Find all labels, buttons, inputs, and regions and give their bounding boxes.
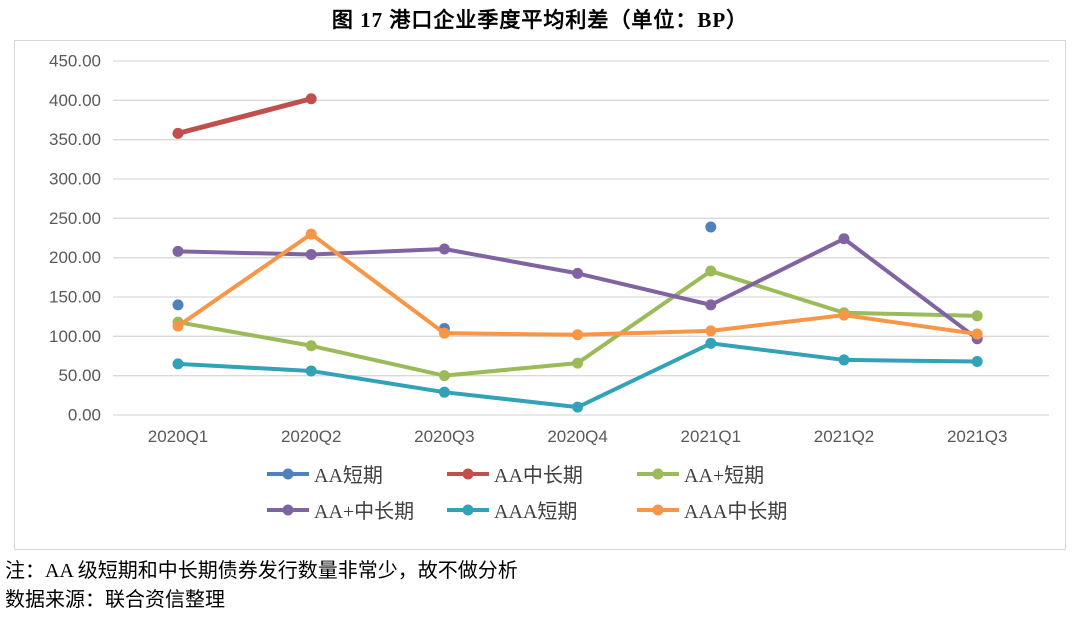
series-line-aa-plus-short — [309, 343, 447, 378]
chart-notes: 注：AA 级短期和中长期债券发行数量非常少，故不做分析 数据来源：联合资信整理 — [5, 557, 1080, 615]
chart-container: 0.00 50.00 100.00 150.00 200.00 250.00 300.00 3… — [14, 40, 1066, 550]
note-text: 注：AA 级短期和中长期债券发行数量非常少，故不做分析 — [5, 560, 518, 582]
series-point-aaa-short — [172, 358, 184, 370]
y-axis-label: 0.00 — [68, 406, 101, 425]
series-point-aaa-short — [572, 401, 584, 413]
y-axis-label: 150.00 — [49, 288, 101, 307]
series-line-aaa-short — [708, 341, 846, 362]
x-axis-label: 2020Q3 — [414, 427, 475, 446]
y-axis-label: 350.00 — [49, 130, 101, 149]
series-point-aaa-short — [438, 386, 450, 398]
legend-marker-aa-plus-mid-long — [267, 504, 309, 515]
series-line-aa-plus-mid-long — [176, 249, 314, 257]
legend-marker-aa-plus-short — [637, 468, 679, 479]
series-point-aa-plus-short — [438, 370, 450, 382]
series-line-aa-plus-mid-long — [842, 236, 980, 341]
series-point-aaa-short — [971, 356, 983, 368]
y-axis-label: 450.00 — [49, 52, 101, 71]
series-point-aa-short — [705, 221, 717, 233]
legend-label-aaa-mid-long: AAA中长期 — [684, 501, 788, 523]
series-point-aa-plus-short — [971, 310, 983, 322]
x-axis-label: 2020Q4 — [547, 427, 608, 446]
legend-item-aaa-mid-long: AAA中长期 — [637, 495, 877, 524]
legend-label-aa-short: AA短期 — [314, 465, 383, 487]
x-axis-label: 2021Q1 — [681, 427, 742, 446]
series-point-aa-mid-long — [172, 127, 184, 139]
series-point-aaa-mid-long — [438, 327, 450, 339]
legend-marker-aaa-mid-long — [637, 504, 679, 515]
legend-label-aaa-short: AAA短期 — [494, 501, 578, 523]
series-line-aa-plus-short — [176, 320, 314, 348]
series-point-aaa-short — [305, 365, 317, 377]
series-line-aa-plus-short — [842, 310, 980, 318]
legend-item-aaa-short: AAA短期 — [447, 495, 637, 524]
y-axis-label: 100.00 — [49, 327, 101, 346]
series-line-aaa-short — [442, 390, 580, 410]
series-point-aa-short — [172, 299, 184, 311]
line-chart-plot: 0.00 50.00 100.00 150.00 200.00 250.00 300.00 3… — [49, 52, 1049, 446]
series-point-aa-plus-mid-long — [172, 245, 184, 257]
series-line-aaa-short — [309, 368, 447, 395]
legend-item-aa-plus-short: AA+短期 — [637, 459, 877, 488]
series-point-aaa-short — [838, 354, 850, 366]
x-axis-label: 2020Q1 — [148, 427, 209, 446]
legend-label-aa-plus-short: AA+短期 — [684, 465, 765, 487]
series-point-aaa-mid-long — [572, 329, 584, 341]
series-line-aa-plus-mid-long — [442, 247, 580, 276]
series-line-aaa-short — [176, 361, 314, 373]
series-point-aa-plus-short — [705, 265, 717, 277]
series-line-aaa-mid-long — [309, 232, 447, 336]
series-line-aaa-mid-long — [842, 313, 980, 336]
series-point-aaa-mid-long — [172, 320, 184, 332]
series-line-aaa-short — [842, 357, 980, 364]
series-point-aa-plus-mid-long — [438, 243, 450, 255]
series-line-aa-plus-short — [708, 269, 846, 315]
y-axis-label: 300.00 — [49, 170, 101, 189]
y-axis-label: 50.00 — [58, 366, 101, 385]
x-axis-label: 2020Q2 — [281, 427, 342, 446]
legend-marker-aaa-short — [447, 504, 489, 515]
y-axis-label: 200.00 — [49, 248, 101, 267]
series-point-aa-plus-mid-long — [305, 249, 317, 261]
legend-item-aa-plus-mid-long: AA+中长期 — [267, 495, 447, 524]
series-line-aa-plus-short — [442, 361, 580, 378]
series-line-aa-plus-mid-long — [708, 236, 846, 307]
x-axis-label: 2021Q3 — [947, 427, 1008, 446]
legend-item-aa-short: AA短期 — [267, 459, 447, 488]
series-point-aaa-mid-long — [705, 325, 717, 337]
legend-marker-aa-mid-long — [447, 468, 489, 479]
y-axis-label: 250.00 — [49, 209, 101, 228]
x-axis-label: 2021Q2 — [814, 427, 875, 446]
legend-label-aa-plus-mid-long: AA+中长期 — [314, 501, 415, 523]
series-point-aa-plus-mid-long — [572, 267, 584, 279]
series-line-aa-plus-short — [575, 269, 713, 366]
legend-item-aa-mid-long: AA中长期 — [447, 459, 637, 488]
series-point-aa-plus-short — [305, 340, 317, 352]
series-point-aa-plus-mid-long — [705, 299, 717, 311]
series-point-aaa-short — [705, 337, 717, 349]
series-line-aaa-mid-long — [176, 232, 314, 329]
series-point-aaa-mid-long — [971, 328, 983, 340]
series-point-aaa-mid-long — [838, 309, 850, 321]
source-text: 数据来源：联合资信整理 — [5, 589, 225, 611]
chart-title: 图 17 港口企业季度平均利差（单位：BP） — [331, 8, 749, 32]
series-point-aa-plus-mid-long — [838, 233, 850, 245]
series-point-aa-plus-short — [572, 357, 584, 369]
series-point-aaa-mid-long — [305, 228, 317, 240]
legend-label-aa-mid-long: AA中长期 — [494, 465, 583, 487]
series-line-aaa-mid-long — [442, 331, 580, 337]
series-line-aa-mid-long — [175, 96, 314, 136]
legend-marker-aa-short — [267, 468, 309, 479]
chart-legend: AA短期 AA中长期 AA+短期 AA+中长期 AAA短期 AAA中长期 — [267, 459, 1065, 524]
series-line-aa-plus-mid-long — [309, 247, 447, 257]
series-line-aa-plus-mid-long — [575, 271, 713, 307]
series-line-aaa-mid-long — [708, 313, 846, 333]
series-line-aaa-mid-long — [575, 328, 713, 337]
series-point-aa-mid-long — [305, 93, 317, 105]
y-axis-label: 400.00 — [49, 91, 101, 110]
series-line-aaa-short — [575, 341, 713, 410]
